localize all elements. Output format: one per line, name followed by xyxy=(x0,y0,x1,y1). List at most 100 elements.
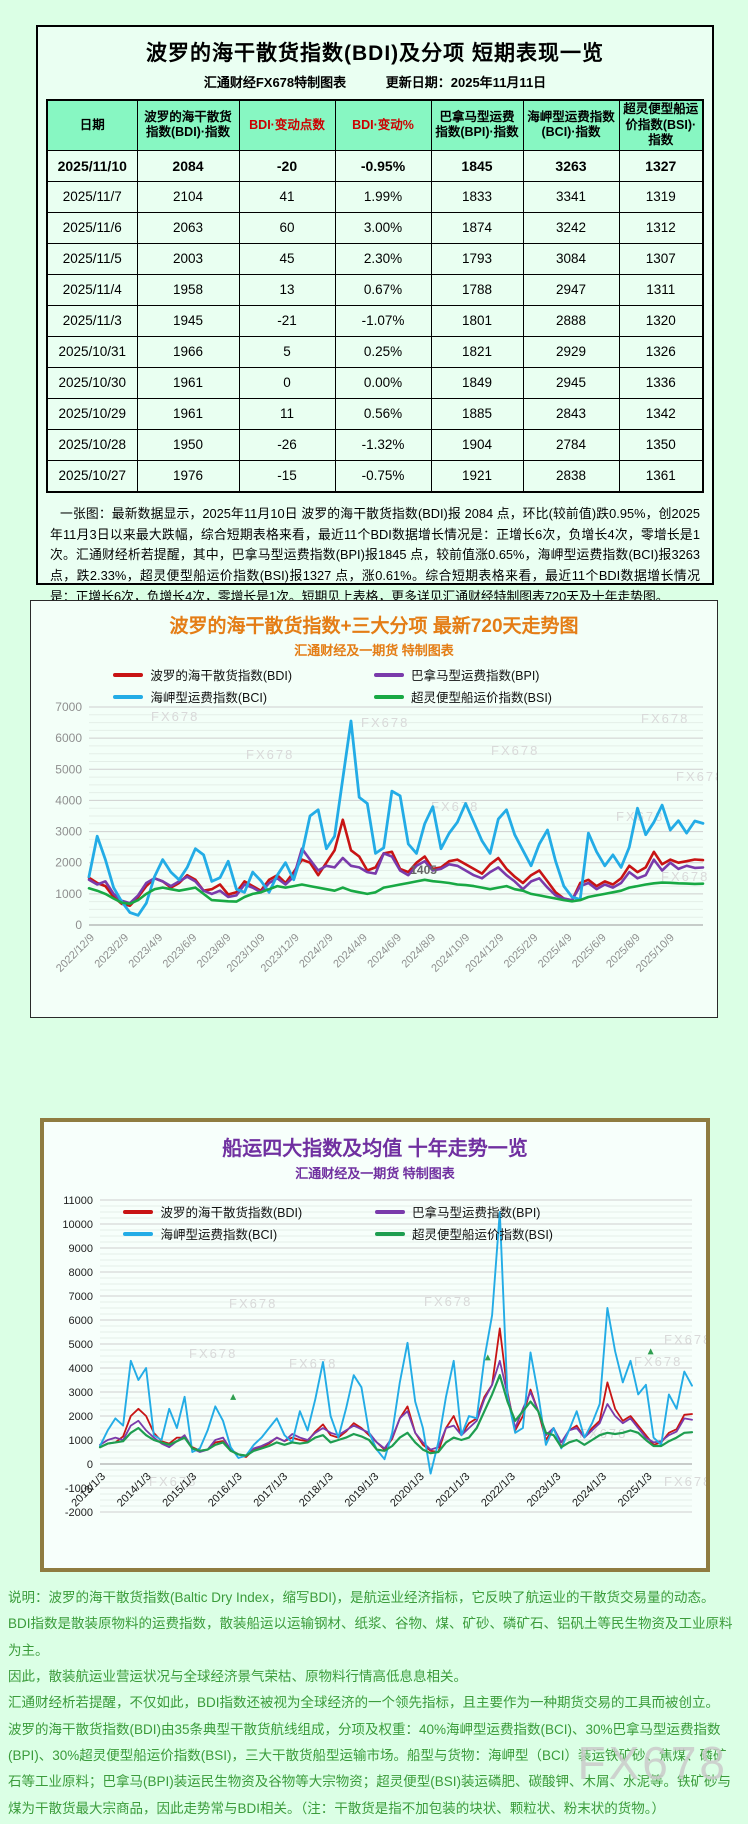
table-cell: 0.67% xyxy=(334,273,432,306)
chart-watermark: FX678 xyxy=(189,1346,237,1361)
fx678-watermark: FX678 xyxy=(577,1737,728,1789)
table-cell: 2025/11/3 xyxy=(46,304,138,337)
chart-watermark: FX678 xyxy=(151,709,199,724)
chart-watermark: FX678 xyxy=(661,869,709,884)
column-header: 超灵便型船运价指数(BSI)·指数 xyxy=(618,99,704,151)
table-cell: -15 xyxy=(238,459,336,493)
table-cell: 2.30% xyxy=(334,242,432,275)
table-cell: 1958 xyxy=(136,273,240,306)
table-row: 2025/11/5 2003 45 2.30% 1793 3084 1307 xyxy=(46,242,704,275)
series-line-bci xyxy=(99,1211,693,1475)
table-cell: 2025/10/27 xyxy=(46,459,138,493)
y-tick-label: 3000 xyxy=(69,1387,93,1399)
table-cell: 3341 xyxy=(522,180,620,213)
table-cell: 2888 xyxy=(522,304,620,337)
y-tick-label: 4000 xyxy=(55,793,82,807)
table-cell: 1327 xyxy=(618,149,704,182)
table-row: 2025/10/31 1966 5 0.25% 1821 2929 1326 xyxy=(46,335,704,368)
y-tick-label: 7000 xyxy=(69,1291,93,1303)
table-cell: 2945 xyxy=(522,366,620,399)
table-row: 2025/10/29 1961 11 0.56% 1885 2843 1342 xyxy=(46,397,704,430)
table-cell: 2025/11/4 xyxy=(46,273,138,306)
table-cell: 2025/10/30 xyxy=(46,366,138,399)
table-row: 2025/11/10 2084 -20 -0.95% 1845 3263 1327 xyxy=(46,149,704,182)
table-cell: 2843 xyxy=(522,397,620,430)
footer-paragraph: 说明：波罗的海干散货指数(Baltic Dry Index，缩写BDI)，是航运… xyxy=(8,1590,715,1605)
table-cell: 2084 xyxy=(136,149,240,182)
table-cell: 1801 xyxy=(430,304,524,337)
chart-watermark: FX678 xyxy=(634,1354,682,1369)
footer-paragraph: BDI指数是散装原物料的运费指数，散装船运以运输钢材、纸浆、谷物、煤、矿砂、磷矿… xyxy=(8,1616,733,1658)
table-cell: 1821 xyxy=(430,335,524,368)
y-tick-label: 1000 xyxy=(69,1435,93,1447)
table-cell: 1874 xyxy=(430,211,524,244)
table-cell: 11 xyxy=(238,397,336,430)
table-cell: 0.00% xyxy=(334,366,432,399)
table-cell: 1319 xyxy=(618,180,704,213)
column-header: 海岬型运费指数(BCI)·指数 xyxy=(522,99,620,151)
y-tick-label: -2000 xyxy=(65,1507,93,1519)
table-cell: 1885 xyxy=(430,397,524,430)
table-cell: 60 xyxy=(238,211,336,244)
y-tick-label: 11000 xyxy=(63,1195,93,1207)
table-cell: -0.95% xyxy=(334,149,432,182)
table-cell: 1950 xyxy=(136,428,240,461)
table-cell: 0 xyxy=(238,366,336,399)
chart-annotation: 1405 xyxy=(410,863,437,877)
table-title: 波罗的海干散货指数(BDI)及分项 短期表现一览 xyxy=(146,42,604,65)
table-cell: 1361 xyxy=(618,459,704,493)
y-tick-label: 2000 xyxy=(69,1411,93,1423)
table-cell: 1.99% xyxy=(334,180,432,213)
table-cell: 2063 xyxy=(136,211,240,244)
y-tick-label: 8000 xyxy=(69,1267,93,1279)
x-tick-label: 2022/12/9 xyxy=(54,932,97,975)
x-tick-label: 2025/4/9 xyxy=(536,932,575,971)
y-tick-label: 9000 xyxy=(69,1243,93,1255)
column-header: 波罗的海干散货指数(BDI)·指数 xyxy=(136,99,240,151)
table-cell: 3263 xyxy=(522,149,620,182)
x-tick-label: 2023/2/9 xyxy=(92,932,131,971)
series-line-bpi xyxy=(87,847,705,905)
table-row: 2025/11/4 1958 13 0.67% 1788 2947 1311 xyxy=(46,273,704,306)
table-row: 2025/11/6 2063 60 3.00% 1874 3242 1312 xyxy=(46,211,704,244)
table-note: 一张图：最新数据显示，2025年11月10日 波罗的海干散货指数(BDI)报 2… xyxy=(50,505,700,604)
table-cell: 1961 xyxy=(136,366,240,399)
y-tick-label: 0 xyxy=(87,1459,93,1471)
table-cell: 3.00% xyxy=(334,211,432,244)
table-cell: 2025/10/31 xyxy=(46,335,138,368)
chart-annotation: ▴ xyxy=(648,1344,654,1358)
table-cell: 2025/11/6 xyxy=(46,211,138,244)
table-cell: -1.32% xyxy=(334,428,432,461)
chart-watermark: FX678 xyxy=(361,715,409,730)
table-cell: 1961 xyxy=(136,397,240,430)
table-header: 日期 波罗的海干散货指数(BDI)·指数 BDI·变动点数 BDI·变动% 巴拿马型运费… xyxy=(46,99,704,151)
footer-notes: 说明：波罗的海干散货指数(Baltic Dry Index，缩写BDI)，是航运… xyxy=(0,1585,748,1822)
chart-watermark: FX678 xyxy=(424,1294,472,1309)
y-tick-label: -1000 xyxy=(65,1483,93,1495)
y-tick-label: 0 xyxy=(75,918,82,932)
table-cell: 1326 xyxy=(618,335,704,368)
table-cell: 1788 xyxy=(430,273,524,306)
table-cell: 1307 xyxy=(618,242,704,275)
chart-10y-subtitle: 汇通财经及一期货 特制图表 xyxy=(295,1166,455,1181)
chart-720d-section: 波罗的海干散货指数+三大分项 最新720天走势图 汇通财经及一期货 特制图表 0… xyxy=(30,600,718,1018)
table-cell: 2025/11/5 xyxy=(46,242,138,275)
chart-annotation: ▴ xyxy=(230,1389,236,1403)
y-tick-label: 3000 xyxy=(55,825,82,839)
table-cell: 1904 xyxy=(430,428,524,461)
table-cell: 1336 xyxy=(618,366,704,399)
table-cell: 3084 xyxy=(522,242,620,275)
table-subtitle-source: 汇通财经FX678特制图表 xyxy=(203,75,347,90)
column-header: BDI·变动点数 xyxy=(238,99,336,151)
table-cell: 1350 xyxy=(618,428,704,461)
chart-watermark: FX678 xyxy=(289,1356,337,1371)
table-header-row: 日期 波罗的海干散货指数(BDI)·指数 BDI·变动点数 BDI·变动% 巴拿马型运费… xyxy=(46,99,704,151)
table-cell: 2838 xyxy=(522,459,620,493)
table-cell: 1833 xyxy=(430,180,524,213)
chart-720d-subtitle: 汇通财经及一期货 特制图表 xyxy=(294,643,454,658)
table-cell: -20 xyxy=(238,149,336,182)
x-tick-label: 2023/4/9 xyxy=(127,932,166,971)
chart-720d-svg: 0 1000 2000 3000 4000 5000 6000 7000 FX678 FX678 F… xyxy=(54,700,717,975)
table-cell: -0.75% xyxy=(334,459,432,493)
table-cell: 2929 xyxy=(522,335,620,368)
